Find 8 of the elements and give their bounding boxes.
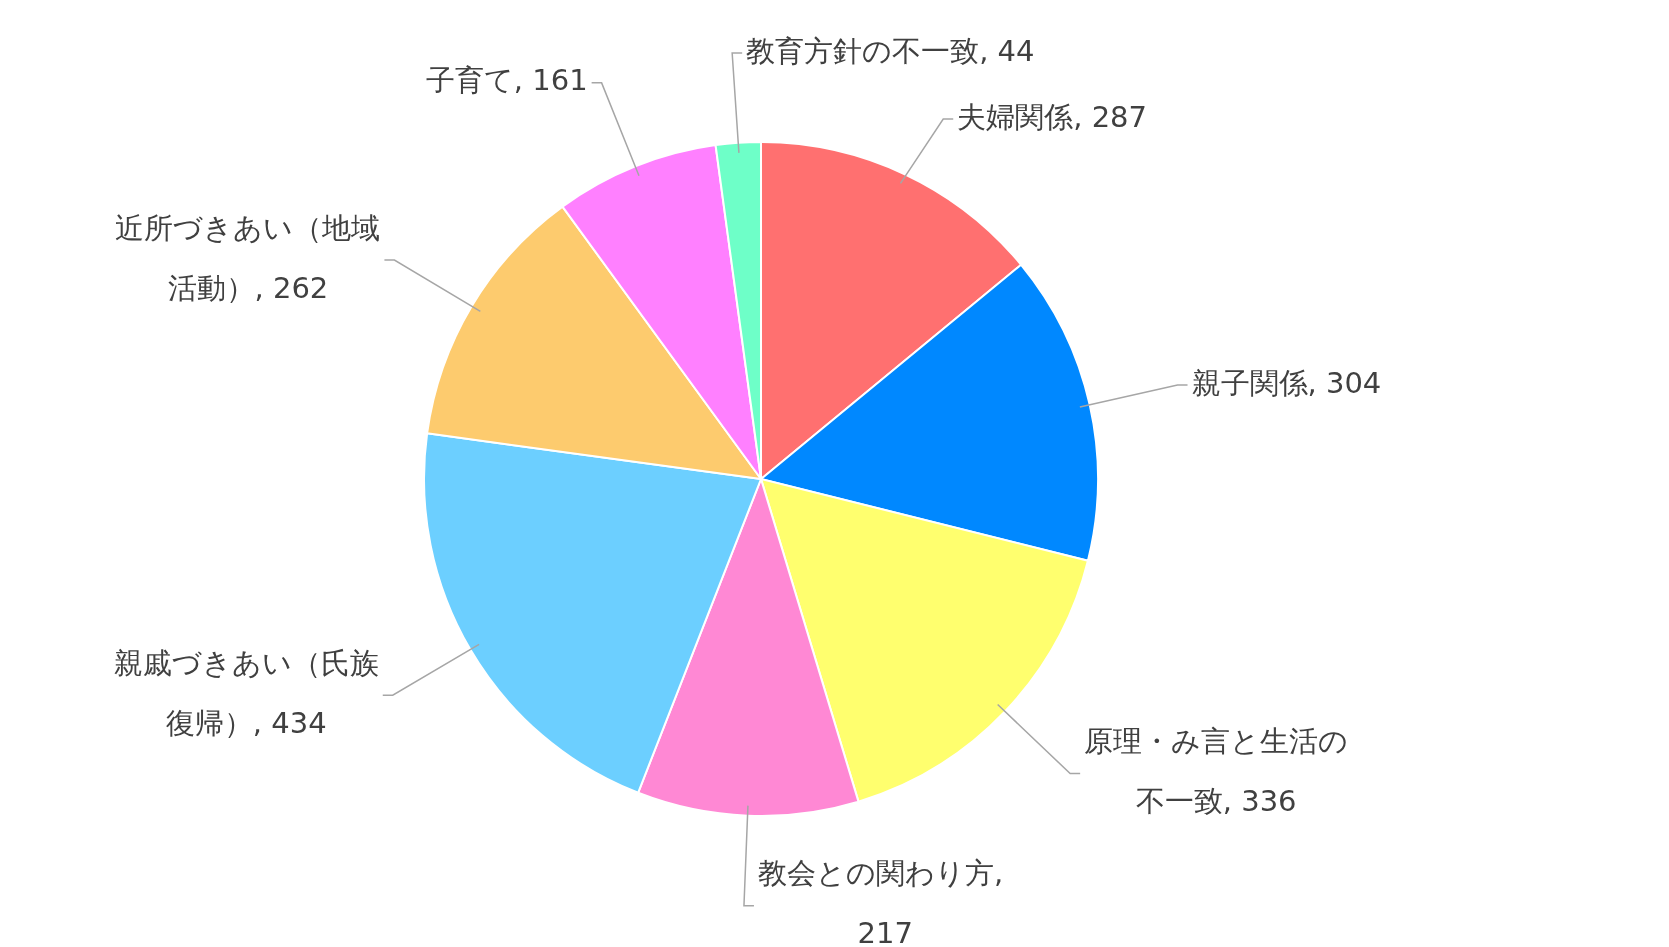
slice-label: 親子関係, 304 [1191, 365, 1382, 400]
slice-label: 教会との関わり方, 217 [757, 856, 1013, 947]
slice-label: 子育て, 161 [425, 63, 588, 98]
slice-label: 近所づきあい（地域活動）, 262 [115, 210, 381, 305]
slice-label: 原理・み言と生活の不一致, 336 [1084, 724, 1349, 819]
slice-label: 親戚づきあい（氏族復帰）, 434 [113, 645, 379, 740]
slice-label: 教育方針の不一致, 44 [746, 33, 1035, 68]
slice-label: 夫婦関係, 287 [957, 99, 1148, 134]
